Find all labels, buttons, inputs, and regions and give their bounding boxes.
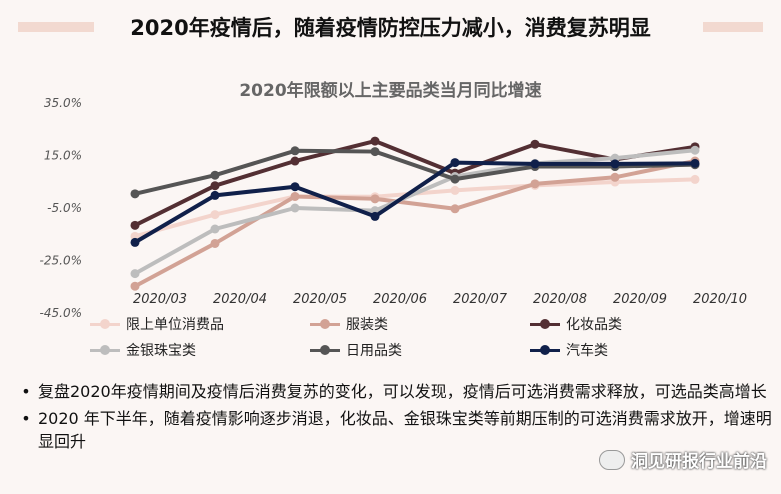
series-line [134,159,696,288]
data-point [370,211,380,221]
legend-label: 限上单位消费品 [126,317,224,333]
y-tick-label: -25.0% [40,254,82,268]
data-point [210,238,220,248]
legend-swatch [310,340,340,360]
chart-legend: 限上单位消费品 服装类 化妆品类金银珠宝类 日用品类 汽车类 [90,314,690,360]
legend-item: 日用品类 [310,340,530,360]
data-point [530,159,540,169]
data-point [290,191,300,201]
bullet-dot: • [21,382,31,401]
data-point [290,182,300,192]
x-tick-label: 2020/08 [533,292,587,307]
data-point [450,174,460,184]
data-point [210,170,220,180]
series-line [134,148,696,276]
x-tick-label: 2020/04 [213,292,267,307]
data-point [130,269,140,279]
data-point [130,237,140,247]
legend-label: 日用品类 [346,343,402,359]
decor-bar-right [703,22,763,32]
legend-item: 金银珠宝类 [90,340,310,360]
data-point [210,224,220,234]
legend-item: 汽车类 [530,340,690,360]
data-point [450,158,460,168]
x-tick-label: 2020/06 [373,292,427,307]
legend-swatch [530,340,560,360]
data-point [610,159,620,169]
legend-swatch [90,314,120,334]
data-point [690,174,700,184]
y-tick-label: -5.0% [47,201,82,215]
watermark: 洞见研报行业前沿 [599,447,767,472]
data-point [530,139,540,149]
decor-bar-left [18,22,94,32]
bullet-text: 复盘2020年疫情期间及疫情后消费复苏的变化，可以发现，疫情后可选消费需求释放，… [38,382,767,401]
x-tick-label: 2020/10 [693,292,747,307]
data-point [370,136,380,146]
data-point [210,190,220,200]
data-point [290,203,300,213]
legend-item: 限上单位消费品 [90,314,310,334]
legend-label: 服装类 [346,317,388,333]
legend-label: 汽车类 [566,343,608,359]
data-point [370,147,380,157]
y-tick-label: 35.0% [44,96,82,110]
data-point [290,156,300,166]
legend-label: 化妆品类 [566,317,622,333]
page-title: 2020年疫情后，随着疫情防控压力减小，消费复苏明显 [130,16,651,40]
data-point [290,146,300,156]
y-tick-label: 15.0% [44,149,82,163]
data-point [370,194,380,204]
series-line [134,148,696,196]
watermark-text: 洞见研报行业前沿 [631,452,767,472]
bullet-text: 2020 年下半年，随着疫情影响逐步消退，化妆品、金银珠宝类等前期压制的可选消费… [38,409,772,451]
legend-swatch [310,314,340,334]
bullet-item: • 复盘2020年疫情期间及疫情后消费复苏的变化，可以发现，疫情后可选消费需求释… [14,380,774,403]
data-point [530,179,540,189]
data-point [690,158,700,168]
legend-label: 金银珠宝类 [126,343,196,359]
data-point [130,220,140,230]
data-point [130,189,140,199]
x-tick-label: 2020/09 [613,292,667,307]
bullet-dot: • [21,409,31,428]
bullet-item: • 2020 年下半年，随着疫情影响逐步消退，化妆品、金银珠宝类等前期压制的可选… [14,407,774,453]
wechat-icon [599,449,625,470]
legend-item: 服装类 [310,314,530,334]
chart-title: 2020年限额以上主要品类当月同比增速 [239,81,542,101]
series-line [133,160,696,245]
data-point [450,185,460,195]
bullet-list: • 复盘2020年疫情期间及疫情后消费复苏的变化，可以发现，疫情后可选消费需求释… [14,380,774,457]
x-tick-label: 2020/03 [133,292,187,307]
legend-item: 化妆品类 [530,314,690,334]
legend-swatch [90,340,120,360]
y-tick-label: -45.0% [40,306,82,320]
data-point [210,210,220,220]
data-point [690,145,700,155]
data-point [130,281,140,291]
legend-swatch [530,314,560,334]
x-tick-label: 2020/07 [453,292,508,307]
data-point [450,204,460,214]
series-line [134,139,696,228]
data-point [210,181,220,191]
x-tick-label: 2020/05 [293,292,347,307]
data-point [610,172,620,182]
